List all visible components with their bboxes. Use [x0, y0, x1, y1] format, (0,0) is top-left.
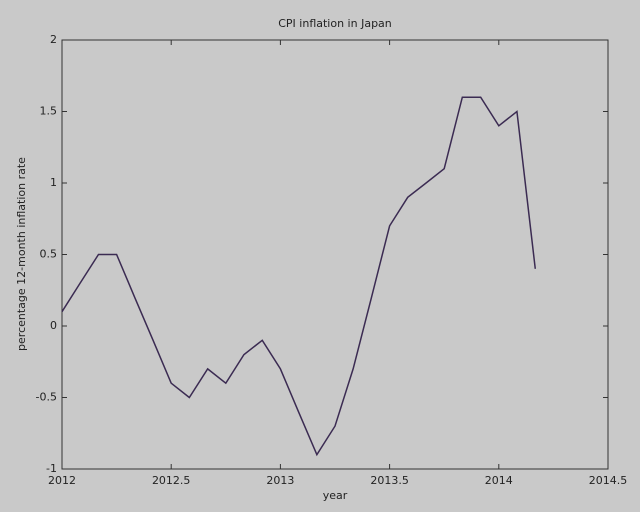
- x-tick-label: 2014.5: [589, 474, 628, 487]
- y-axis-label: percentage 12-month inflation rate: [15, 157, 28, 351]
- y-tick-label: 2: [50, 33, 57, 46]
- y-tick-label: 0.5: [40, 248, 58, 261]
- y-tick-label: 1: [50, 176, 57, 189]
- x-tick-label: 2013.5: [370, 474, 409, 487]
- y-tick-label: -0.5: [36, 391, 57, 404]
- x-tick-label: 2012: [48, 474, 76, 487]
- x-tick-label: 2013: [266, 474, 294, 487]
- x-tick-label: 2012.5: [152, 474, 191, 487]
- data-line: [61, 96, 537, 457]
- y-tick-label: 1.5: [40, 105, 58, 118]
- x-axis-label: year: [323, 489, 348, 502]
- y-tick-label: -1: [46, 462, 57, 475]
- chart-title: CPI inflation in Japan: [278, 17, 392, 30]
- x-tick-label: 2014: [485, 474, 513, 487]
- y-tick-label: 0: [50, 319, 57, 332]
